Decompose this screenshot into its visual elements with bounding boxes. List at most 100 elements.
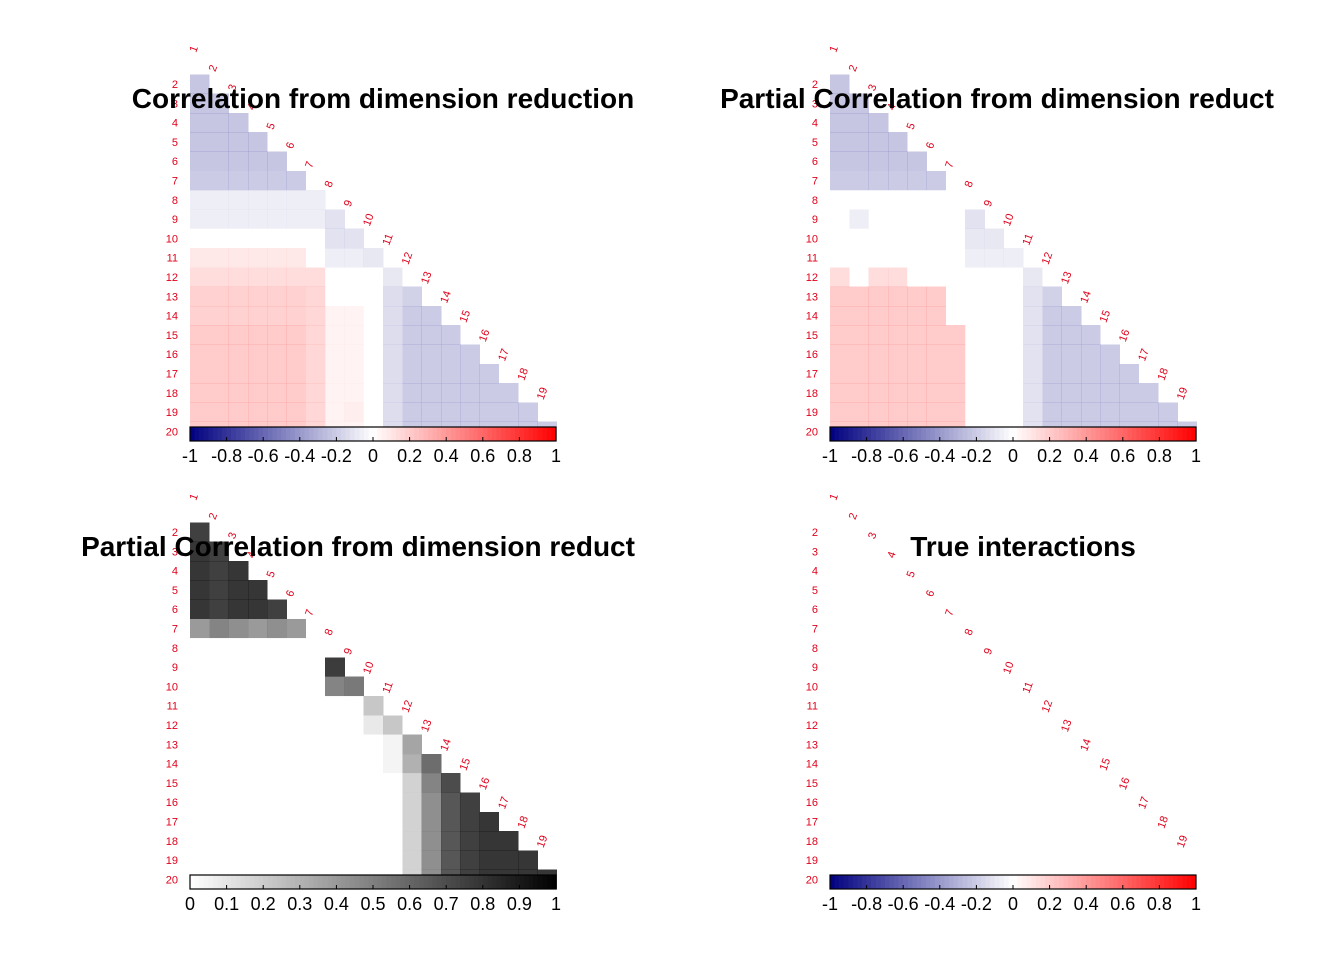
- colorbar-segment: [1154, 427, 1160, 441]
- colorbar-segment: [1173, 427, 1179, 441]
- heat-cell-18-4: [247, 831, 268, 851]
- heat-cell-15-10: [363, 325, 384, 345]
- heat-cell-13-4: [247, 734, 268, 755]
- heat-cell-15-11: [383, 773, 403, 793]
- heat-cell-17-3: [228, 363, 249, 384]
- heat-cell-19-18: [1158, 402, 1178, 423]
- diag-label: 13: [1059, 718, 1074, 734]
- heat-cell-17-6: [926, 363, 947, 384]
- row-label: 5: [172, 137, 178, 149]
- row-label: 2: [172, 79, 178, 91]
- heat-cell-15-2: [849, 325, 869, 345]
- heat-cell-12-10: [363, 715, 384, 735]
- heat-cell-19-18: [518, 850, 538, 871]
- heat-cell-12-5: [267, 715, 287, 735]
- heat-cell-6-5: [267, 151, 287, 172]
- heat-cell-11-4: [247, 248, 268, 268]
- heat-cell-13-2: [209, 734, 229, 755]
- row-label: 5: [812, 137, 818, 149]
- heat-cell-8-6: [286, 190, 307, 210]
- colorbar-segment: [231, 427, 237, 441]
- heat-cell-11-5: [907, 248, 927, 268]
- heat-cell-17-15: [460, 363, 480, 384]
- heat-cell-19-7: [945, 402, 966, 423]
- colorbar-segment: [1054, 875, 1060, 889]
- colorbar-segment: [423, 427, 429, 441]
- heat-cell-11-9: [344, 248, 365, 268]
- colorbar-segment: [427, 875, 433, 889]
- heat-cell-18-10: [363, 831, 384, 851]
- diag-label: 8: [323, 627, 336, 637]
- colorbar-segment: [190, 875, 196, 889]
- heat-cell-12-9: [344, 267, 365, 287]
- colorbar-tick-label: -0.8: [851, 446, 882, 466]
- heat-cell-12-1: [190, 715, 210, 735]
- colorbar-segment: [290, 875, 296, 889]
- diag-label: 19: [535, 386, 550, 402]
- diag-label: 13: [419, 270, 434, 286]
- colorbar-segment: [240, 427, 246, 441]
- heat-cell-18-11: [1023, 383, 1043, 403]
- colorbar-segment: [1077, 875, 1083, 889]
- heat-cell-7-1: [190, 618, 210, 639]
- colorbar-segment: [354, 427, 360, 441]
- heat-cell-19-15: [460, 850, 480, 871]
- heat-cell-17-1: [830, 363, 850, 384]
- colorbar-segment: [464, 427, 470, 441]
- colorbar-segment: [1099, 427, 1105, 441]
- heat-cell-6-1: [190, 599, 210, 620]
- heat-cell-11-2: [209, 696, 229, 716]
- colorbar-segment: [212, 427, 218, 441]
- heat-cell-5-3: [868, 132, 889, 152]
- heat-cell-9-6: [286, 657, 307, 678]
- diag-label: 7: [303, 608, 316, 618]
- heat-cell-15-4: [887, 325, 908, 345]
- colorbar-segment: [980, 875, 987, 889]
- heat-cell-19-16: [479, 850, 500, 871]
- heat-cell-12-2: [849, 267, 869, 287]
- colorbar-segment: [491, 875, 498, 889]
- heat-cell-19-2: [209, 402, 229, 423]
- colorbar-segment: [962, 427, 968, 441]
- heat-cell-15-6: [286, 325, 307, 345]
- colorbar-segment: [971, 875, 977, 889]
- heat-cell-18-1: [830, 383, 850, 403]
- heat-cell-11-3: [868, 248, 889, 268]
- heat-cell-16-15: [460, 344, 480, 365]
- heat-cell-11-2: [209, 248, 229, 268]
- colorbar-segment: [368, 875, 374, 889]
- diag-label: 17: [1136, 347, 1151, 363]
- colorbar-segment: [537, 875, 543, 889]
- heat-cell-19-12: [402, 850, 422, 871]
- heat-cell-10-1: [830, 228, 850, 249]
- heat-cell-18-4: [887, 383, 908, 403]
- heat-cell-8-6: [286, 638, 307, 658]
- heat-cell-11-10: [363, 248, 384, 268]
- colorbar-segment: [1136, 427, 1142, 441]
- heat-cell-15-13: [421, 773, 442, 793]
- diag-label: 12: [400, 251, 415, 267]
- heat-cell-7-2: [209, 170, 229, 191]
- colorbar-segment: [871, 875, 877, 889]
- diag-label: 11: [381, 680, 396, 695]
- row-label: 6: [812, 156, 818, 168]
- heat-cell-14-12: [402, 305, 422, 326]
- diag-label: 3: [866, 83, 879, 93]
- row-label: 13: [166, 739, 178, 751]
- heat-cell-14-12: [402, 753, 422, 774]
- colorbar-segment: [1163, 875, 1170, 889]
- heat-cell-19-12: [402, 402, 422, 423]
- colorbar-segment: [491, 427, 498, 441]
- heat-cell-5-4: [247, 580, 268, 600]
- heat-cell-7-2: [209, 618, 229, 639]
- heat-cell-19-13: [421, 850, 442, 871]
- heat-cell-11-6: [926, 248, 947, 268]
- heat-cell-9-5: [267, 657, 287, 678]
- heat-cell-16-9: [344, 792, 365, 813]
- heat-cell-11-1: [190, 696, 210, 716]
- heat-cell-14-2: [209, 753, 229, 774]
- colorbar-segment: [1081, 875, 1087, 889]
- heat-cell-16-8: [325, 792, 345, 813]
- colorbar-segment: [1099, 875, 1105, 889]
- heat-cell-16-11: [383, 344, 403, 365]
